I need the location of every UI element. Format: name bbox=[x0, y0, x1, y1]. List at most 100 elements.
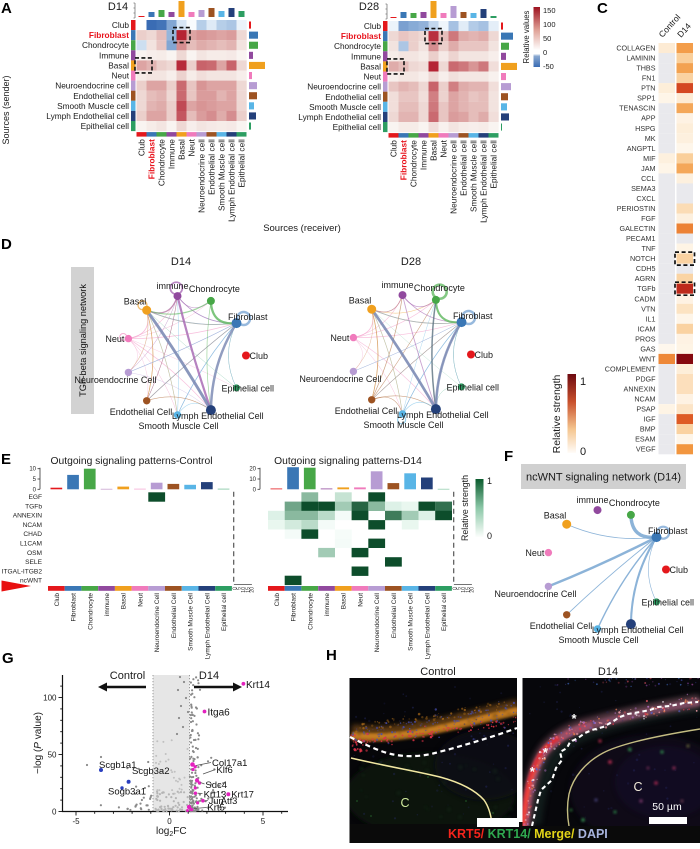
svg-text:THBS: THBS bbox=[636, 64, 655, 73]
svg-text:Neuroendocrine cell: Neuroendocrine cell bbox=[449, 140, 459, 214]
svg-text:Club: Club bbox=[137, 139, 147, 156]
svg-text:Klf6: Klf6 bbox=[216, 765, 232, 776]
svg-text:0: 0 bbox=[167, 817, 172, 826]
svg-text:Sources (sender): Sources (sender) bbox=[1, 75, 11, 144]
svg-text:KRT5/ KRT14/ Merge/ DAPI: KRT5/ KRT14/ Merge/ DAPI bbox=[448, 827, 608, 841]
svg-text:50: 50 bbox=[48, 750, 57, 759]
svg-text:Neuroendocrine cell: Neuroendocrine cell bbox=[55, 81, 129, 91]
svg-text:Club: Club bbox=[274, 593, 281, 607]
svg-text:Chondrocyte: Chondrocyte bbox=[414, 283, 465, 293]
svg-text:Basal: Basal bbox=[124, 297, 147, 307]
svg-text:NOTCH: NOTCH bbox=[630, 254, 656, 263]
svg-text:Lymph Endothelial Cell: Lymph Endothelial Cell bbox=[397, 410, 489, 420]
svg-text:Neuroendocrine Cell: Neuroendocrine Cell bbox=[74, 375, 156, 385]
svg-text:Club: Club bbox=[670, 565, 689, 575]
svg-text:Club: Club bbox=[250, 351, 269, 361]
svg-text:GALECTIN: GALECTIN bbox=[620, 224, 656, 233]
svg-text:ITGAL-ITGB2: ITGAL-ITGB2 bbox=[2, 568, 43, 575]
svg-text:TGFb: TGFb bbox=[25, 503, 42, 510]
svg-text:Endothelial cell: Endothelial cell bbox=[325, 92, 381, 102]
svg-text:EGF: EGF bbox=[28, 494, 42, 501]
svg-text:E: E bbox=[1, 451, 11, 468]
svg-text:Control: Control bbox=[110, 670, 145, 682]
svg-text:SPP1: SPP1 bbox=[637, 94, 655, 103]
svg-text:Lymph Endothelial cell: Lymph Endothelial cell bbox=[46, 111, 129, 121]
svg-text:Endothelial Cell: Endothelial Cell bbox=[171, 592, 178, 638]
svg-text:Fibroblast: Fibroblast bbox=[147, 139, 157, 179]
svg-text:10: 10 bbox=[29, 467, 36, 473]
svg-text:Epithelial cell: Epithelial cell bbox=[489, 140, 499, 189]
svg-text:Outgoing signaling patterns-Co: Outgoing signaling patterns-Control bbox=[51, 456, 213, 467]
svg-text:CXCL: CXCL bbox=[636, 194, 655, 203]
svg-text:10: 10 bbox=[249, 477, 256, 483]
svg-text:H: H bbox=[326, 647, 337, 664]
svg-text:C: C bbox=[597, 0, 608, 17]
svg-text:Neut: Neut bbox=[187, 138, 197, 156]
svg-text:Scgb1a1: Scgb1a1 bbox=[99, 760, 137, 771]
svg-text:20: 20 bbox=[250, 587, 256, 593]
svg-text:LAMININ: LAMININ bbox=[626, 54, 655, 63]
svg-text:Chondrocyte: Chondrocyte bbox=[82, 40, 129, 50]
svg-text:Club: Club bbox=[389, 140, 399, 157]
svg-text:Immune: Immune bbox=[167, 139, 177, 169]
svg-text:Chondrocyte: Chondrocyte bbox=[334, 41, 381, 51]
svg-text:Neuroendocrine Cell: Neuroendocrine Cell bbox=[374, 592, 381, 652]
svg-text:Neuroendocrine Cell: Neuroendocrine Cell bbox=[494, 589, 576, 599]
svg-text:Neut: Neut bbox=[330, 333, 350, 343]
svg-text:Chondrocyte: Chondrocyte bbox=[609, 498, 660, 508]
svg-text:Neut: Neut bbox=[105, 334, 125, 344]
svg-text:Endothelial cell: Endothelial cell bbox=[73, 91, 129, 101]
svg-text:IGF: IGF bbox=[644, 415, 657, 424]
svg-text:Sogb3a1: Sogb3a1 bbox=[108, 787, 146, 798]
svg-text:Lymph Endothelial cell: Lymph Endothelial cell bbox=[479, 140, 489, 223]
svg-text:immune: immune bbox=[104, 593, 111, 617]
svg-text:1: 1 bbox=[487, 476, 492, 486]
svg-text:WNT: WNT bbox=[639, 354, 656, 363]
svg-text:−log (P value): −log (P value) bbox=[33, 712, 44, 774]
svg-text:Epithelial cell: Epithelial cell bbox=[642, 597, 695, 607]
svg-text:Basal: Basal bbox=[177, 139, 187, 160]
svg-text:Endothelial cell: Endothelial cell bbox=[207, 139, 217, 195]
svg-text:BMP: BMP bbox=[640, 425, 656, 434]
svg-text:Krt5: Krt5 bbox=[207, 803, 224, 814]
svg-text:Basal: Basal bbox=[121, 592, 128, 609]
svg-text:PROS: PROS bbox=[635, 334, 656, 343]
svg-text:Basal: Basal bbox=[544, 511, 567, 521]
svg-text:Krt14: Krt14 bbox=[246, 680, 270, 691]
svg-text:Relative strength: Relative strength bbox=[551, 374, 563, 453]
svg-text:Lymph Endothelial cell: Lymph Endothelial cell bbox=[227, 139, 237, 222]
svg-text:NCAM: NCAM bbox=[634, 395, 655, 404]
svg-text:Endothelial Cell: Endothelial Cell bbox=[110, 407, 173, 417]
svg-text:50: 50 bbox=[543, 34, 551, 43]
svg-text:PECAM1: PECAM1 bbox=[626, 234, 656, 243]
svg-text:FGF: FGF bbox=[641, 214, 656, 223]
svg-text:VEGF: VEGF bbox=[636, 445, 656, 454]
svg-text:Endothelial Cell: Endothelial Cell bbox=[530, 621, 593, 631]
svg-text:Basal: Basal bbox=[360, 62, 381, 72]
svg-text:D: D bbox=[1, 236, 12, 253]
svg-text:Neuroendocrine cell: Neuroendocrine cell bbox=[197, 139, 207, 213]
svg-text:Neut: Neut bbox=[439, 139, 449, 157]
svg-text:APP: APP bbox=[641, 114, 656, 123]
svg-text:MIF: MIF bbox=[643, 154, 656, 163]
svg-text:G: G bbox=[2, 650, 14, 667]
svg-text:Epithelial cell: Epithelial cell bbox=[441, 592, 448, 630]
svg-text:Fibroblast: Fibroblast bbox=[648, 526, 688, 536]
svg-text:Smooth Muscle cell: Smooth Muscle cell bbox=[469, 140, 479, 212]
svg-text:Chondrocyte: Chondrocyte bbox=[157, 139, 167, 186]
svg-text:Chondrocyte: Chondrocyte bbox=[189, 284, 240, 294]
svg-text:0: 0 bbox=[487, 531, 492, 541]
svg-text:Immune: Immune bbox=[99, 50, 129, 60]
svg-text:CCL: CCL bbox=[641, 174, 655, 183]
svg-text:Neuroendocrine cell: Neuroendocrine cell bbox=[307, 82, 381, 92]
svg-text:-5: -5 bbox=[72, 817, 80, 826]
svg-text:VTN: VTN bbox=[641, 304, 655, 313]
svg-text:Neut: Neut bbox=[358, 593, 365, 607]
svg-text:D14: D14 bbox=[199, 670, 219, 682]
svg-text:Endothelial Cell: Endothelial Cell bbox=[391, 592, 398, 638]
svg-text:PSAP: PSAP bbox=[636, 405, 655, 414]
svg-text:5: 5 bbox=[261, 817, 266, 826]
svg-text:Smooth Muscle Cell: Smooth Muscle Cell bbox=[188, 592, 195, 650]
svg-text:Neuroendocrine Cell: Neuroendocrine Cell bbox=[299, 374, 381, 384]
svg-text:Lymph Endothelial Cell: Lymph Endothelial Cell bbox=[172, 411, 264, 421]
